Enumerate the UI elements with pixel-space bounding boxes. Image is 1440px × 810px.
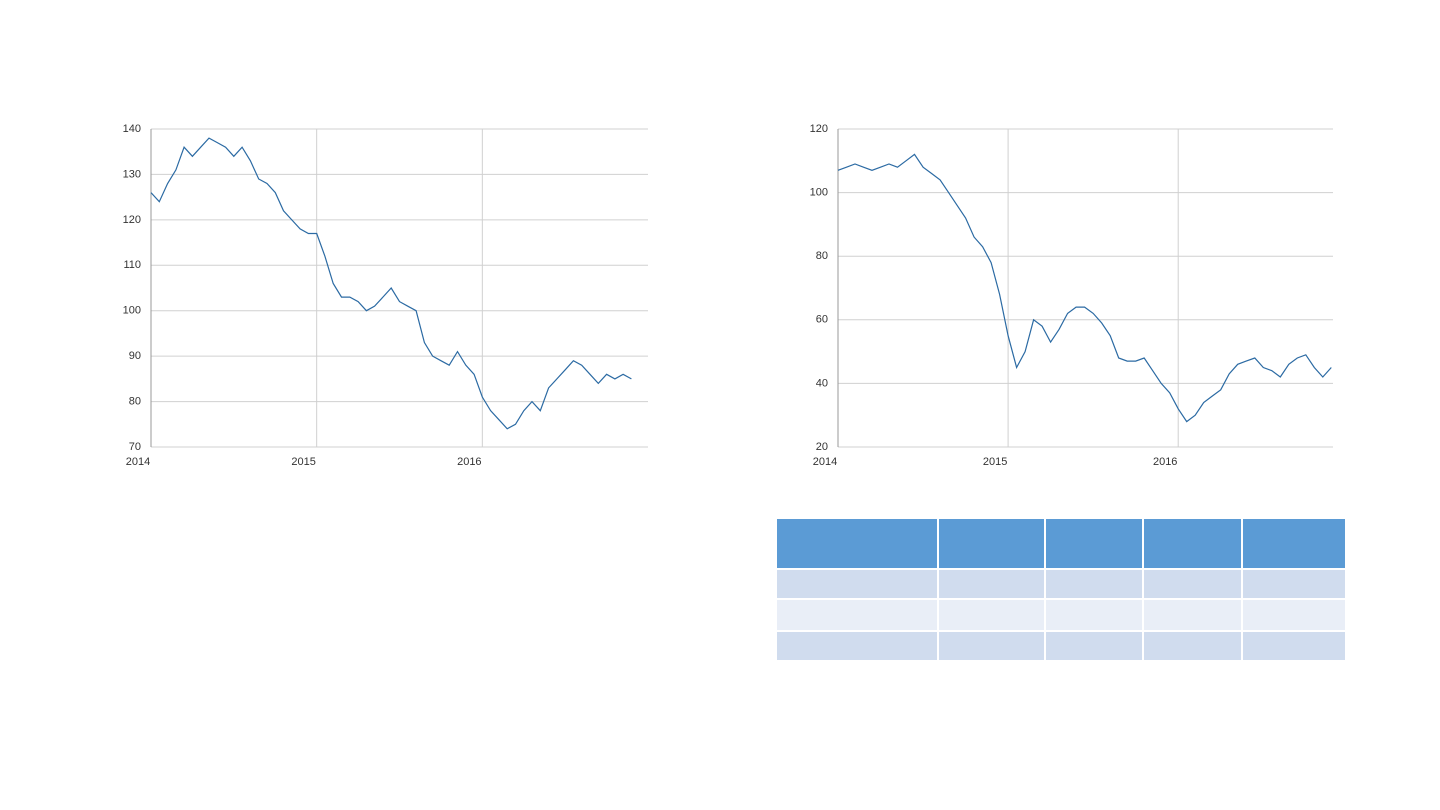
table-row — [775, 598, 1347, 632]
empty-table — [775, 517, 1347, 662]
y-tick-label: 70 — [129, 441, 141, 453]
y-tick-label: 120 — [810, 123, 828, 135]
y-tick-label: 140 — [123, 123, 141, 135]
y-tick-label: 80 — [816, 250, 828, 262]
x-tick-label: 2016 — [457, 456, 481, 468]
x-tick-label: 2015 — [291, 456, 315, 468]
table-header-row — [775, 517, 1347, 570]
y-tick-label: 100 — [123, 305, 141, 317]
y-tick-label: 110 — [123, 259, 141, 271]
y-tick-label: 20 — [816, 441, 828, 453]
y-tick-label: 40 — [816, 377, 828, 389]
y-tick-label: 100 — [810, 187, 828, 199]
x-tick-label: 2014 — [126, 456, 150, 468]
y-tick-label: 120 — [123, 214, 141, 226]
table-row — [775, 630, 1347, 662]
x-tick-label: 2016 — [1153, 456, 1177, 468]
x-tick-label: 2014 — [813, 456, 837, 468]
line-series — [837, 153, 1332, 423]
x-tick-label: 2015 — [983, 456, 1007, 468]
y-tick-label: 60 — [816, 314, 828, 326]
line-series — [150, 137, 632, 430]
y-tick-label: 80 — [129, 395, 141, 407]
y-tick-label: 90 — [129, 350, 141, 362]
y-tick-label: 130 — [123, 168, 141, 180]
table-row — [775, 568, 1347, 600]
